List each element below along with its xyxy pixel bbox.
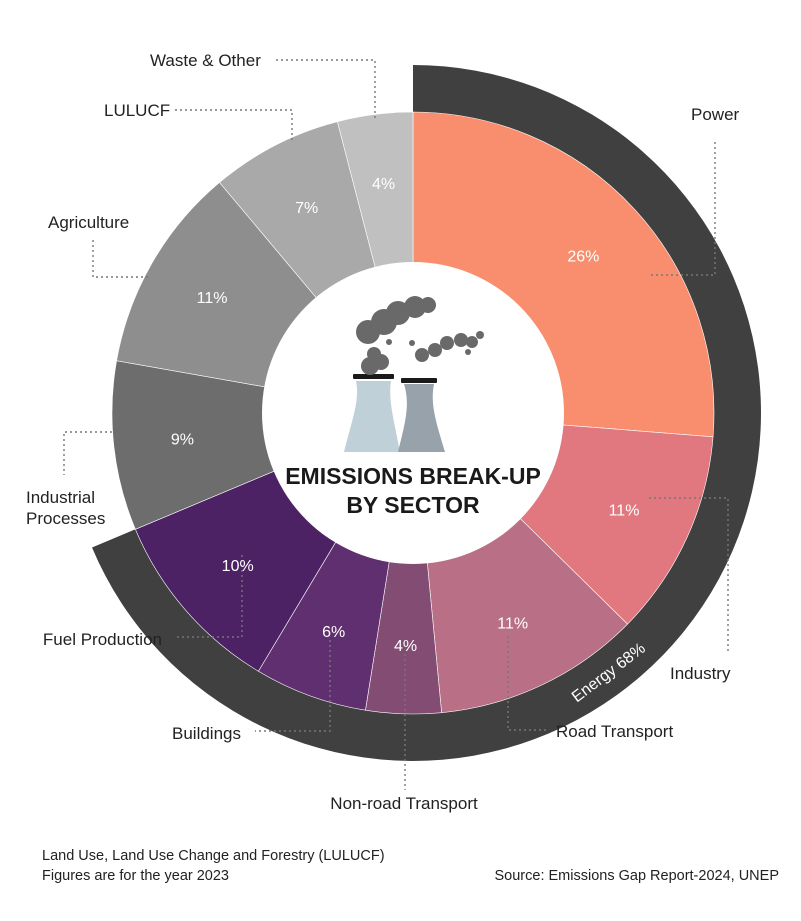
pct-power: 26%: [567, 249, 599, 266]
left-tower: [344, 381, 400, 452]
smoke-puff: [420, 297, 436, 313]
footnote-line-1: Land Use, Land Use Change and Forestry (…: [42, 848, 385, 864]
smoke-puff: [409, 340, 415, 346]
label-agriculture: Agriculture: [48, 213, 129, 232]
factory-icon: [344, 296, 484, 452]
leader-agriculture: [92, 240, 148, 278]
smoke-puff: [428, 343, 442, 357]
slice-percentages: 26% 11% 11% 4% 6% 10% 9% 11% 7% 4%: [171, 176, 640, 655]
leader-lulucf: [172, 109, 293, 140]
leader-power: [651, 140, 716, 276]
label-waste-other: Waste & Other: [150, 51, 261, 70]
label-road-transport: Road Transport: [556, 722, 673, 741]
pct-industrial-processes: 9%: [171, 432, 194, 449]
smoke-puff: [440, 336, 454, 350]
label-leaders: [63, 59, 729, 790]
label-line: Industrial: [26, 488, 95, 507]
label-fuel-production: Fuel Production: [43, 630, 162, 649]
label-non-road-transport: Non-road Transport: [330, 794, 478, 813]
smoke-puff: [465, 349, 471, 355]
right-tower: [398, 384, 445, 452]
leader-industry: [649, 497, 729, 652]
pct-buildings: 6%: [322, 624, 345, 641]
sector-slices: [111, 111, 715, 715]
chart-title-line-1: EMISSIONS BREAK-UP: [285, 463, 541, 489]
leader-fuel-production: [175, 555, 243, 638]
pct-non-road-transport: 4%: [394, 638, 417, 655]
pct-industry: 11%: [609, 502, 640, 519]
label-industrial-processes: Industrial Processes: [26, 488, 105, 528]
label-buildings: Buildings: [172, 724, 241, 743]
footnote-line-2: Figures are for the year 2023: [42, 868, 229, 884]
smoke-puff: [466, 336, 478, 348]
leader-road-transport: [507, 636, 546, 731]
source-note: Source: Emissions Gap Report-2024, UNEP: [494, 868, 780, 884]
smoke-puff: [367, 347, 381, 361]
right-tower-cap: [401, 378, 437, 383]
footnote: Land Use, Land Use Change and Forestry (…: [42, 846, 385, 886]
pct-road-transport: 11%: [497, 616, 528, 633]
smoke-puff: [415, 348, 429, 362]
smoke-puff: [454, 333, 468, 347]
smoke-puff: [404, 296, 426, 318]
smoke-puff: [386, 339, 392, 345]
chart-title-line-2: BY SECTOR: [346, 492, 480, 518]
pct-fuel-production: 10%: [222, 558, 254, 575]
label-power: Power: [691, 105, 740, 124]
pct-waste-other: 4%: [372, 176, 395, 193]
label-lulucf: LULUCF: [104, 101, 170, 120]
smoke-puff: [476, 331, 484, 339]
pct-agriculture: 11%: [197, 290, 228, 307]
leader-industrial-processes: [63, 431, 112, 475]
left-tower-cap: [353, 374, 394, 379]
label-industry: Industry: [670, 664, 731, 683]
label-line: Processes: [26, 509, 105, 528]
slice-names: Power Industry Road Transport Non-road Tran…: [26, 51, 740, 813]
leader-buildings: [255, 640, 331, 732]
pct-lulucf: 7%: [295, 200, 318, 217]
